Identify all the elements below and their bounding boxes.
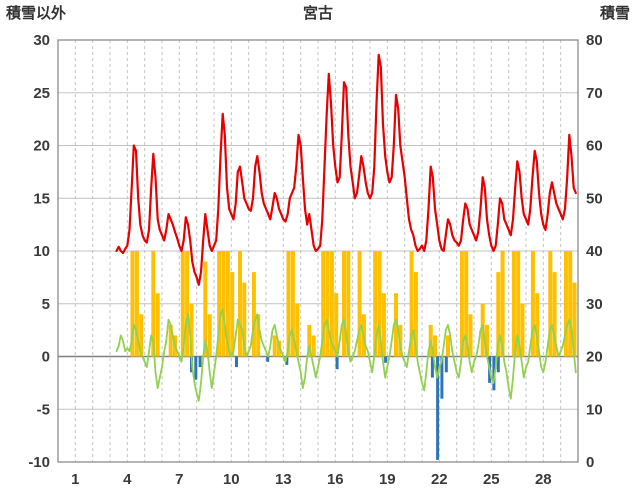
svg-text:16: 16	[327, 471, 344, 488]
svg-text:-10: -10	[28, 454, 50, 471]
svg-text:20: 20	[586, 349, 603, 366]
svg-text:40: 40	[586, 243, 603, 260]
svg-text:30: 30	[33, 32, 50, 49]
red-line-series	[115, 53, 577, 286]
svg-text:-5: -5	[37, 401, 50, 418]
svg-text:28: 28	[535, 471, 552, 488]
svg-text:19: 19	[379, 471, 396, 488]
svg-text:5: 5	[42, 296, 50, 313]
blue-bars-series	[190, 356, 500, 460]
plot-frame	[57, 39, 579, 463]
left-axis-title: 積雪以外	[6, 5, 67, 22]
svg-text:4: 4	[123, 471, 132, 488]
svg-text:10: 10	[33, 243, 50, 260]
green-line-series	[115, 308, 577, 402]
left-tick-labels: -10 -5 0 5 10 15 20 25 30	[28, 32, 50, 471]
svg-text:80: 80	[586, 32, 603, 49]
svg-text:70: 70	[586, 85, 603, 102]
svg-text:0: 0	[586, 454, 594, 471]
svg-text:10: 10	[223, 471, 240, 488]
svg-text:1: 1	[71, 471, 79, 488]
svg-text:15: 15	[33, 190, 50, 207]
svg-text:22: 22	[431, 471, 448, 488]
svg-text:50: 50	[586, 190, 603, 207]
axis-title-row: 積雪以外 積雪	[0, 5, 636, 23]
svg-text:13: 13	[275, 471, 292, 488]
svg-text:7: 7	[175, 471, 183, 488]
x-tick-labels: 1 4 7 10 13 16 19 22 25 28	[71, 471, 552, 488]
svg-text:10: 10	[586, 401, 603, 418]
chart-title: 宮古	[302, 5, 333, 22]
svg-text:30: 30	[586, 296, 603, 313]
svg-text:25: 25	[33, 85, 50, 102]
svg-text:25: 25	[483, 471, 500, 488]
svg-text:60: 60	[586, 138, 603, 155]
right-axis-title: 積雪	[599, 5, 630, 22]
svg-text:20: 20	[33, 138, 50, 155]
svg-text:0: 0	[42, 349, 50, 366]
right-tick-labels: 0 10 20 30 40 50 60 70 80	[586, 32, 603, 471]
